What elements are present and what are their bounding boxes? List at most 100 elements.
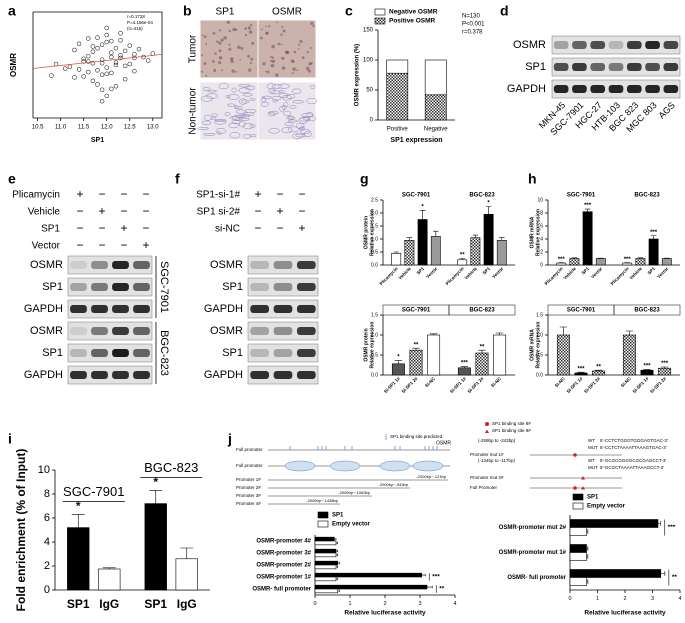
group-label: BGC-823 — [634, 308, 660, 314]
significance: *** — [661, 361, 669, 367]
treatment-sign: − — [254, 221, 261, 235]
site-marker — [485, 429, 489, 433]
tissue-texture — [200, 95, 214, 102]
error-bar — [660, 571, 666, 576]
x-tick-label: 11.5 — [78, 125, 90, 131]
tissue-texture — [299, 126, 305, 130]
tissue-texture — [276, 21, 278, 24]
significance: *** — [650, 230, 658, 236]
significance: * — [153, 475, 158, 489]
panel-label: i — [8, 431, 12, 447]
tissue-texture — [284, 122, 294, 127]
tissue-texture — [248, 30, 253, 34]
bar — [483, 214, 494, 266]
y-tick-label: 1.0 — [371, 236, 378, 242]
tissue-texture — [260, 101, 269, 107]
cell-line-label: SGC-7901 — [158, 261, 170, 313]
annotation: P=4.156e-04 — [127, 20, 153, 25]
site-marker — [485, 422, 489, 426]
x-tick-label: 11.0 — [55, 125, 67, 131]
x-tick-label: Negative — [424, 127, 448, 133]
site-position: (-259bp to -242bp) — [478, 438, 516, 443]
legend-swatch — [317, 511, 329, 519]
significance: *** — [584, 203, 592, 209]
legend-swatch — [572, 493, 584, 501]
blot-band — [590, 41, 606, 49]
error-bar — [433, 230, 439, 237]
tissue-texture — [286, 116, 296, 120]
blot-band — [273, 305, 293, 313]
treatment-label: Vector — [32, 241, 61, 252]
point — [127, 61, 132, 67]
blot-band — [663, 85, 679, 93]
treatment-sign: − — [142, 187, 149, 201]
tissue-texture — [261, 28, 263, 31]
tissue-texture — [271, 44, 275, 49]
point — [122, 63, 128, 69]
tissue-texture — [271, 95, 282, 101]
treatment-sign: + — [120, 221, 127, 235]
point — [113, 83, 119, 89]
tissue-texture — [216, 131, 222, 135]
tissue-texture — [271, 59, 276, 63]
significance: * — [76, 499, 81, 513]
point — [122, 76, 128, 82]
error-bar — [584, 208, 591, 212]
tissue-texture — [269, 90, 281, 95]
point — [81, 56, 86, 62]
error-bar — [421, 573, 426, 577]
bar — [314, 584, 428, 590]
blot-band — [91, 371, 108, 379]
x-tick-label: SP1 — [416, 266, 426, 276]
y-tick-label: 2 — [540, 249, 543, 255]
legend-label: Negative OSMR — [389, 9, 438, 16]
significance: ** — [439, 586, 445, 593]
blot-band — [112, 305, 129, 313]
treatment-sign: − — [120, 238, 127, 252]
tissue-texture — [268, 128, 280, 134]
treatment-sign: − — [98, 187, 105, 201]
tissue-texture — [299, 117, 311, 122]
y-tick-label: 0 — [540, 262, 543, 268]
tissue-texture — [282, 29, 286, 33]
tissue-texture — [303, 131, 312, 138]
error-bar — [485, 206, 492, 215]
significance: * — [397, 355, 400, 361]
blot — [247, 343, 319, 363]
bar — [569, 577, 587, 586]
error-bar — [660, 366, 669, 369]
tissue-texture — [247, 54, 251, 58]
x-tick-label: 0 — [313, 601, 316, 607]
blot-label: GAPDH — [24, 369, 63, 381]
y-tick-label: 1.5 — [371, 223, 378, 229]
tissue-texture — [216, 40, 219, 43]
blot-band — [297, 305, 316, 313]
error-bar — [472, 234, 479, 238]
point — [72, 47, 77, 53]
blot-band — [70, 327, 87, 335]
tissue-texture — [301, 113, 314, 117]
y-tick-label: 150 — [363, 28, 374, 34]
panel-label: j — [227, 431, 232, 447]
blot-label: GAPDH — [507, 83, 546, 95]
tissue-texture — [299, 40, 303, 44]
point — [118, 53, 123, 58]
tissue-texture — [247, 26, 252, 30]
error-bar — [625, 330, 634, 335]
bar — [314, 564, 337, 570]
legend-label: Empty vector — [332, 522, 371, 528]
point — [109, 50, 114, 55]
blot-label: GAPDH — [204, 303, 243, 315]
bar — [430, 236, 441, 266]
blot-band — [645, 63, 660, 71]
annotation: (n=415) — [127, 26, 143, 31]
construct-label: Promoter 1# — [236, 477, 261, 482]
error-bar — [637, 257, 644, 259]
blot-band — [250, 371, 269, 379]
construct-label: Promoter mut 1# — [470, 452, 504, 457]
bar — [496, 240, 507, 266]
panel-label: a — [8, 3, 16, 19]
tissue-texture — [230, 59, 234, 64]
blot-band — [112, 261, 129, 269]
error-bar — [495, 332, 504, 335]
